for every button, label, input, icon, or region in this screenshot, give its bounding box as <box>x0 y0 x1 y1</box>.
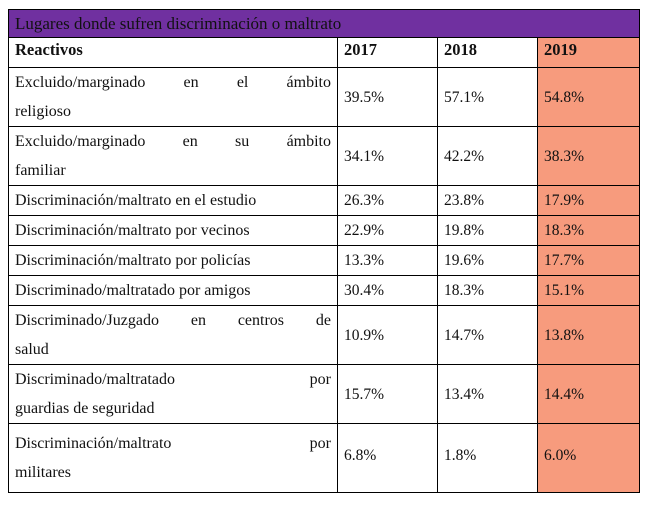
value-2018: 19.6% <box>437 245 538 276</box>
value-2017: 26.3% <box>337 185 438 216</box>
table-header-row: Reactivos 2017 2018 2019 <box>8 37 641 68</box>
row-label-line1: Discriminación/maltrato por vecinos <box>15 222 250 239</box>
row-label-line1: Discriminado/maltratado por <box>15 371 331 388</box>
value-2017: 34.1% <box>337 126 438 186</box>
value-2018: 18.3% <box>437 275 538 306</box>
value-2017: 6.8% <box>337 423 438 493</box>
row-label-line1: Discriminación/maltrato en el estudio <box>15 192 257 209</box>
table-row: Discriminado/maltratado por amigos 30.4% 1… <box>8 275 641 306</box>
row-label-line1: Discriminado/maltratado por amigos <box>15 282 251 299</box>
table-title: Lugares donde sufren discriminación o ma… <box>7 9 641 38</box>
table-row: Discriminación/maltrato por militares 6.8%… <box>8 423 641 493</box>
table-row: Discriminado/Juzgado en centros de salud 1… <box>8 305 641 365</box>
value-2018: 42.2% <box>437 126 538 186</box>
value-2017: 15.7% <box>337 364 438 424</box>
value-2018: 57.1% <box>437 67 538 127</box>
table-row: Excluido/marginado en su ámbito familiar 3… <box>8 126 641 186</box>
row-label-line1: Excluido/marginado en el ámbito <box>15 74 331 91</box>
row-label-line2: salud <box>15 341 49 358</box>
row-label-line1: Discriminación/maltrato por <box>15 435 331 452</box>
row-label: Discriminación/maltrato en el estudio <box>8 185 338 216</box>
header-reactivos: Reactivos <box>8 37 338 68</box>
table-row: Discriminado/maltratado por guardias de s… <box>8 364 641 424</box>
table-title-row: Lugares donde sufren discriminación o ma… <box>7 9 641 38</box>
value-2019: 38.3% <box>536 126 641 186</box>
value-2019: 6.0% <box>536 423 641 493</box>
value-2017: 30.4% <box>337 275 438 306</box>
row-label: Excluido/marginado en su ámbito familiar <box>8 126 338 186</box>
value-2019: 13.8% <box>536 305 641 365</box>
value-2019: 54.8% <box>536 67 641 127</box>
value-2018: 13.4% <box>437 364 538 424</box>
row-label-line2: religioso <box>15 103 71 120</box>
value-2017: 13.3% <box>337 245 438 276</box>
row-label: Discriminado/maltratado por guardias de s… <box>8 364 338 424</box>
value-2018: 23.8% <box>437 185 538 216</box>
row-label-line2: familiar <box>15 162 66 179</box>
value-2017: 22.9% <box>337 215 438 246</box>
value-2019: 15.1% <box>536 275 641 306</box>
value-2017: 10.9% <box>337 305 438 365</box>
table-row: Discriminación/maltrato por policías 13.3… <box>8 245 641 276</box>
value-2019: 14.4% <box>536 364 641 424</box>
table-row: Discriminación/maltrato por vecinos 22.9%… <box>8 215 641 246</box>
row-label-line1: Discriminado/Juzgado en centros de <box>15 312 331 329</box>
value-2017: 39.5% <box>337 67 438 127</box>
header-2019: 2019 <box>536 37 641 68</box>
table-row: Discriminación/maltrato en el estudio 26.… <box>8 185 641 216</box>
row-label: Discriminación/maltrato por militares <box>8 423 338 493</box>
value-2019: 17.9% <box>536 185 641 216</box>
row-label: Excluido/marginado en el ámbito religioso <box>8 67 338 127</box>
row-label: Discriminación/maltrato por vecinos <box>8 215 338 246</box>
row-label: Discriminado/maltratado por amigos <box>8 275 338 306</box>
value-2018: 19.8% <box>437 215 538 246</box>
value-2019: 17.7% <box>536 245 641 276</box>
value-2019: 18.3% <box>536 215 641 246</box>
table-row: Excluido/marginado en el ámbito religioso… <box>8 67 641 127</box>
value-2018: 1.8% <box>437 423 538 493</box>
row-label-line1: Excluido/marginado en su ámbito <box>15 133 331 150</box>
row-label-line1: Discriminación/maltrato por policías <box>15 252 251 269</box>
discrimination-table: Lugares donde sufren discriminación o ma… <box>7 9 641 493</box>
row-label: Discriminado/Juzgado en centros de salud <box>8 305 338 365</box>
header-2018: 2018 <box>437 37 538 68</box>
value-2018: 14.7% <box>437 305 538 365</box>
row-label-line2: militares <box>15 464 71 481</box>
row-label-line2: guardias de seguridad <box>15 400 155 417</box>
header-2017: 2017 <box>337 37 438 68</box>
row-label: Discriminación/maltrato por policías <box>8 245 338 276</box>
